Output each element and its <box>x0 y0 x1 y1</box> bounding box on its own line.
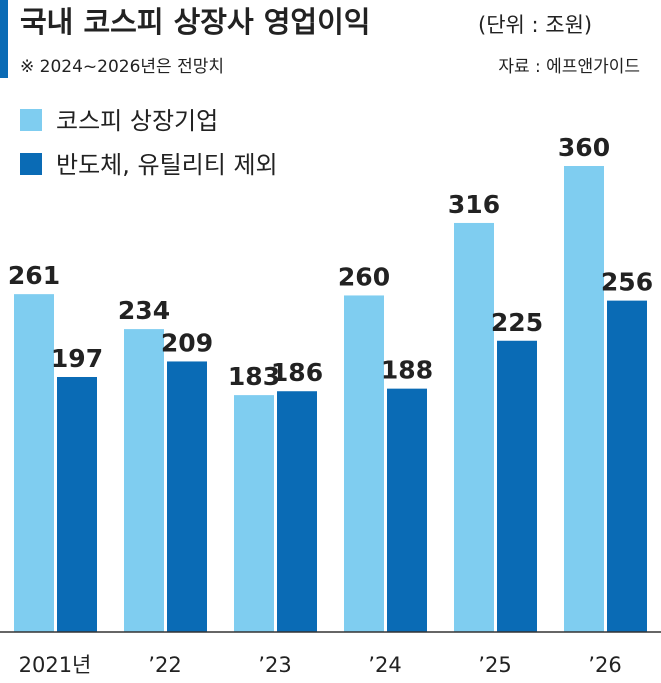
value-label: 360 <box>558 133 610 162</box>
bar <box>234 395 274 632</box>
legend-swatch <box>20 153 42 175</box>
unit-label: (단위 : 조원) <box>478 13 592 37</box>
title-accent <box>0 0 8 78</box>
bar <box>277 391 317 632</box>
source: 자료 : 에프앤가이드 <box>498 57 640 77</box>
value-label: 316 <box>448 190 500 219</box>
value-label: 261 <box>8 261 60 290</box>
x-tick-label: ’25 <box>478 653 511 677</box>
bar <box>57 376 97 632</box>
value-label: 188 <box>381 356 433 385</box>
bar <box>564 166 604 632</box>
legend-label: 반도체, 유틸리티 제외 <box>56 151 278 179</box>
value-label: 186 <box>271 358 323 387</box>
bar <box>454 222 494 632</box>
bar <box>497 340 537 632</box>
bar <box>124 329 164 632</box>
x-tick-label: ’23 <box>258 653 291 677</box>
value-label: 209 <box>161 328 213 357</box>
x-tick-label: ’22 <box>148 653 181 677</box>
value-label: 256 <box>601 268 653 297</box>
x-tick-label: ’26 <box>588 653 621 677</box>
bar <box>387 388 427 632</box>
value-label: 234 <box>118 296 170 325</box>
chart-title: 국내 코스피 상장사 영업이익 <box>20 5 370 39</box>
x-tick-label: ’24 <box>368 653 401 677</box>
value-label: 183 <box>228 362 280 391</box>
note: ※ 2024~2026년은 전망치 <box>20 57 224 77</box>
legend-swatch <box>20 109 42 131</box>
value-label: 260 <box>338 262 390 291</box>
value-label: 225 <box>491 308 543 337</box>
legend-label: 코스피 상장기업 <box>56 107 218 135</box>
bar <box>167 361 207 632</box>
value-label: 197 <box>51 344 103 373</box>
x-tick-label: 2021년 <box>19 653 92 677</box>
bar <box>344 295 384 632</box>
bar <box>14 294 54 632</box>
bar <box>607 300 647 632</box>
